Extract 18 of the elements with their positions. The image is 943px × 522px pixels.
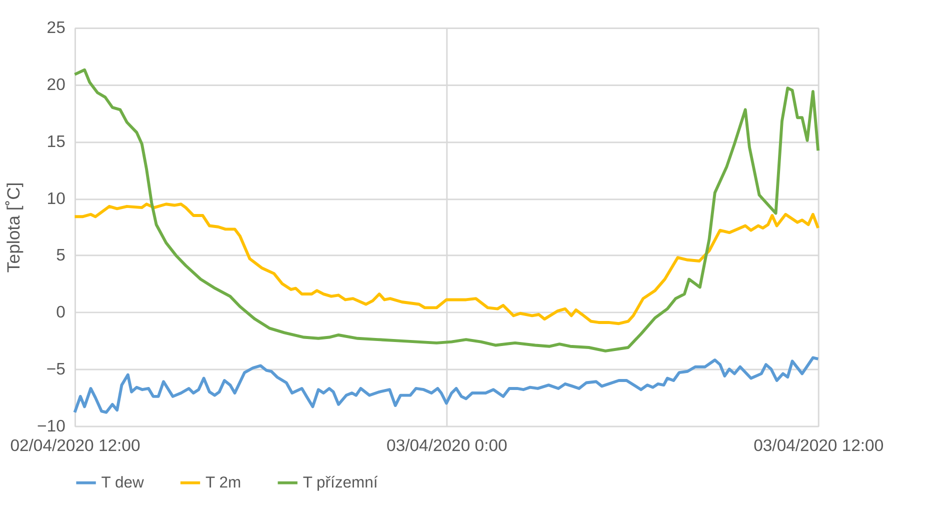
y-tick-label: 0: [56, 302, 66, 322]
y-axis-title: Teplota [˚C]: [3, 182, 24, 273]
y-tick-label: −5: [46, 360, 66, 379]
x-tick-label: 03/04/2020 0:00: [386, 436, 508, 456]
y-tick-label: 15: [46, 132, 66, 151]
x-tick-label: 03/04/2020 12:00: [754, 436, 884, 456]
y-tick-label: 20: [46, 75, 66, 94]
line-series: [73, 68, 820, 352]
line-series: [73, 356, 820, 414]
legend-label: T 2m: [206, 474, 242, 492]
legend-label: T dew: [101, 474, 144, 492]
y-tick-label: 5: [56, 246, 66, 265]
x-tick-label: 02/04/2020 12:00: [10, 436, 140, 456]
y-tick-label: 25: [46, 18, 66, 38]
legend-label: T přízemní: [302, 474, 378, 492]
y-tick-label: −10: [37, 416, 66, 436]
y-tick-label: 10: [46, 188, 66, 208]
line-series: [73, 202, 820, 326]
